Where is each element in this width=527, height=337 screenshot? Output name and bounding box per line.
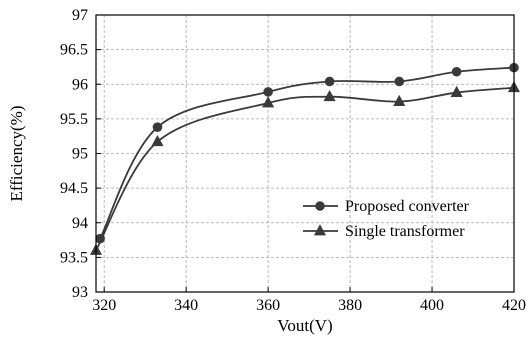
grid bbox=[96, 15, 514, 292]
y-tick-label-95-5: 95.5 bbox=[60, 111, 88, 128]
legend: Proposed converter Single transformer bbox=[303, 198, 470, 240]
data-point-proposed-converter-5 bbox=[452, 67, 461, 76]
y-tick-label-94-5: 94.5 bbox=[60, 180, 88, 197]
x-tick-label-380: 380 bbox=[338, 297, 362, 314]
x-tick-label-400: 400 bbox=[420, 297, 444, 314]
legend-item-single-transformer: Single transformer bbox=[303, 223, 465, 240]
data-point-single-transformer-3 bbox=[324, 91, 334, 101]
y-axis-label: Efficiency(%) bbox=[7, 106, 26, 202]
y-tick-label-93: 93 bbox=[72, 284, 88, 301]
data-point-proposed-converter-1 bbox=[153, 123, 162, 132]
y-tick-label-97: 97 bbox=[72, 7, 88, 24]
y-tick-label-94: 94 bbox=[72, 215, 88, 232]
legend-marker-shape-proposed-converter bbox=[316, 202, 325, 211]
data-point-proposed-converter-2 bbox=[264, 88, 273, 97]
y-tick-label-96-5: 96.5 bbox=[60, 42, 88, 59]
legend-marker-proposed-converter bbox=[316, 202, 325, 211]
x-tick-label-420: 420 bbox=[502, 297, 526, 314]
data-point-proposed-converter-3 bbox=[325, 77, 334, 86]
data-point-proposed-converter-4 bbox=[395, 77, 404, 86]
x-axis-label: Vout(V) bbox=[277, 316, 332, 335]
y-tick-label-93-5: 93.5 bbox=[60, 249, 88, 266]
x-tick-label-360: 360 bbox=[256, 297, 280, 314]
y-tick-label-95: 95 bbox=[72, 146, 88, 163]
x-tick-label-340: 340 bbox=[174, 297, 198, 314]
y-tick-label-96: 96 bbox=[72, 76, 88, 93]
legend-label-single-transformer: Single transformer bbox=[345, 223, 465, 240]
legend-label-proposed-converter: Proposed converter bbox=[345, 198, 470, 215]
x-tick-label-320: 320 bbox=[92, 297, 116, 314]
data-point-single-transformer-1 bbox=[152, 136, 162, 146]
legend-item-proposed-converter: Proposed converter bbox=[303, 198, 470, 215]
axis-ticks: 320 340 360 380 400 420 93 93.5 94 94.5 95 95.5 96 96… bbox=[60, 7, 526, 314]
